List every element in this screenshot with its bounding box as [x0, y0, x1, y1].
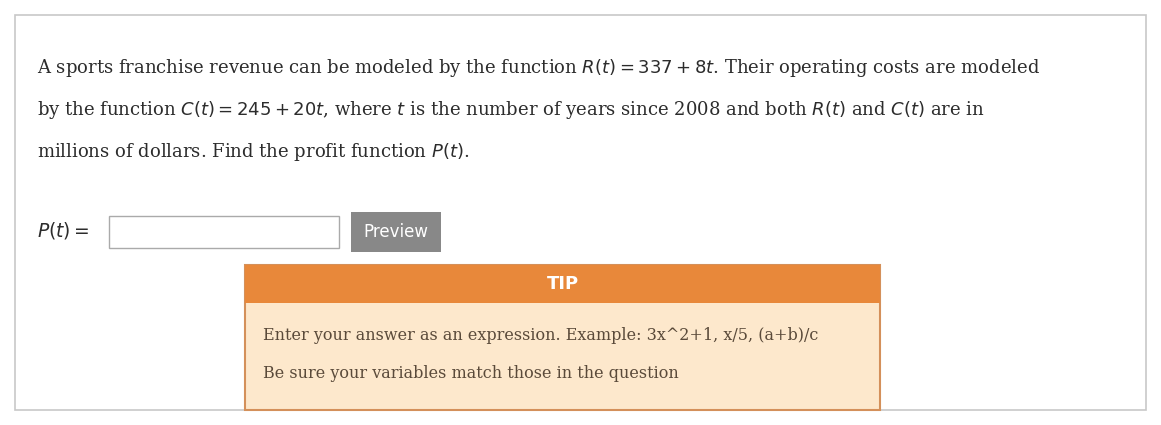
Text: Enter your answer as an expression. Example: 3x^2+1, x/5, (a+b)/c: Enter your answer as an expression. Exam…	[264, 326, 819, 343]
Bar	[351, 212, 441, 252]
Bar	[109, 216, 339, 248]
Text: by the function $C(t) = 245 + 20t$, where $t$ is the number of years since 2008 : by the function $C(t) = 245 + 20t$, wher…	[37, 99, 985, 121]
Text: TIP: TIP	[547, 275, 578, 293]
Bar	[245, 265, 880, 303]
Text: millions of dollars. Find the profit function $P(t)$.: millions of dollars. Find the profit fun…	[37, 141, 469, 163]
Text: Preview: Preview	[363, 223, 428, 241]
Text: Be sure your variables match those in the question: Be sure your variables match those in th…	[264, 365, 679, 382]
Text: A sports franchise revenue can be modeled by the function $R(t) = 337 + 8t$. The: A sports franchise revenue can be modele…	[37, 57, 1040, 79]
Text: $P(t) =$: $P(t) =$	[37, 219, 89, 241]
Bar	[245, 265, 880, 410]
